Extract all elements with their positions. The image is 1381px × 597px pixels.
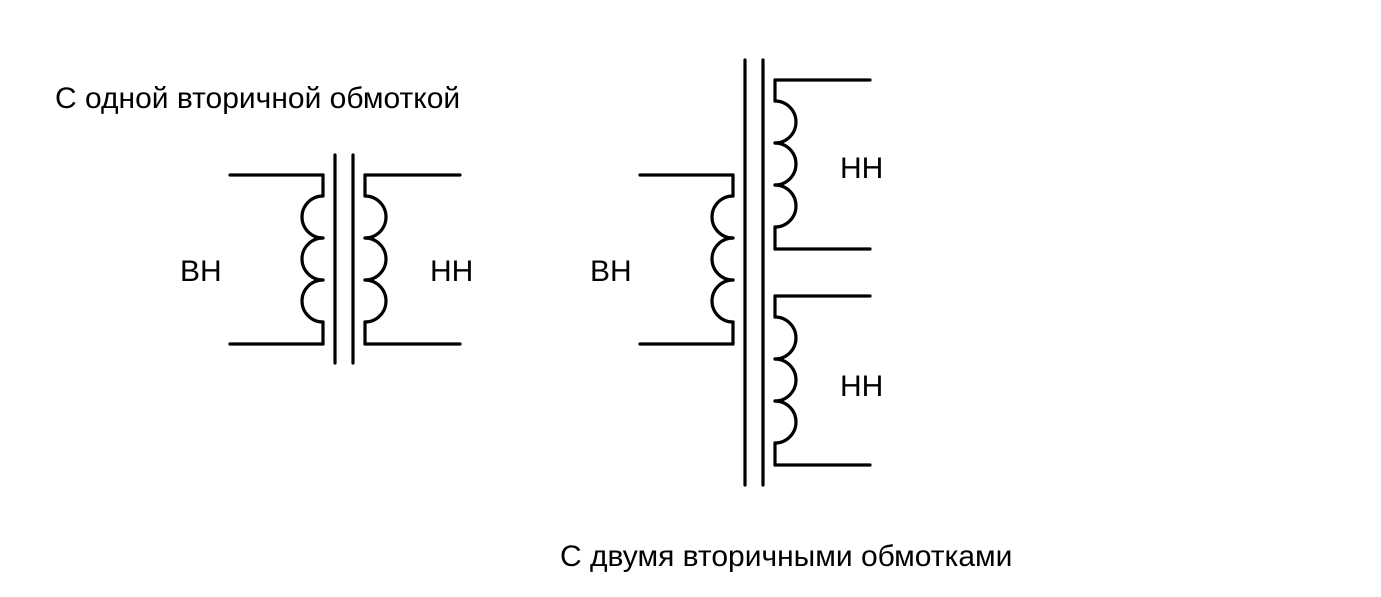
transformer-schematic: [0, 0, 1381, 597]
